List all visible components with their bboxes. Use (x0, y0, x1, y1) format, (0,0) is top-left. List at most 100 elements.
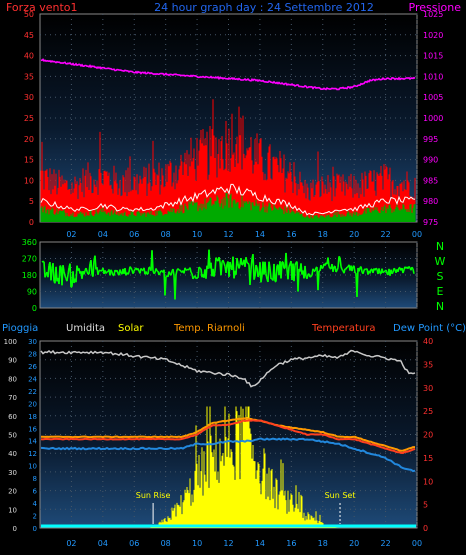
wind-direction-line (294, 262, 297, 266)
wind-direction-line (165, 275, 168, 278)
wind-direction-line (214, 257, 217, 271)
x-tick-label: 00 (412, 230, 422, 239)
wind-direction-line (337, 256, 340, 268)
wind-direction-line (265, 273, 268, 280)
y-humidity-tick-label: 0 (13, 525, 17, 533)
wind-direction-line (351, 266, 354, 272)
x-tick-label: 12 (223, 230, 233, 239)
wind-direction-line (195, 277, 198, 280)
y-direction-tick-label: 270 (22, 255, 37, 264)
wind-direction-line (198, 266, 201, 269)
y-left-tick-label: 15 (24, 156, 34, 165)
y-left-tick-label: 0 (29, 218, 34, 227)
wind-direction-line (336, 267, 339, 271)
wind-direction-line (164, 276, 167, 296)
y-humidity-tick-label: 100 (4, 338, 17, 346)
wind-direction-line (64, 275, 67, 279)
wind-direction-line (238, 264, 241, 269)
wind-direction-line (341, 269, 344, 272)
y-right-tick-label: 980 (423, 197, 438, 206)
wind-direction-line (340, 266, 343, 270)
wind-direction-line (264, 261, 267, 274)
wind-direction-line (177, 268, 180, 271)
wind-direction-line (94, 255, 97, 270)
wind-direction-line (192, 276, 195, 280)
wind-direction-line (130, 267, 133, 271)
y-humidity-tick-label: 30 (8, 469, 17, 477)
wind-direction-line (360, 266, 363, 272)
wind-direction-line (255, 264, 258, 268)
y-rain-tick-label: 22 (28, 388, 37, 396)
y-right-tick-label: 1000 (423, 114, 443, 123)
wind-direction-line (50, 268, 53, 281)
y-right-tick-label: 1020 (423, 31, 443, 40)
wind-direction-line (158, 272, 161, 276)
wind-direction-line (332, 266, 335, 272)
legend-temp-riarnoli: Temp. Riarnoli (173, 323, 245, 334)
wind-direction-line (273, 263, 276, 282)
wind-direction-line (358, 267, 361, 272)
wind-direction-line (220, 262, 223, 276)
wind-direction-line (215, 257, 218, 261)
wind-direction-line (345, 266, 348, 270)
y-humidity-tick-label: 10 (8, 506, 17, 514)
y-right-tick-label: 1005 (423, 93, 443, 102)
y-humidity-tick-label: 80 (8, 375, 17, 383)
y-rain-tick-label: 8 (33, 475, 37, 483)
wind-direction-line (309, 275, 312, 278)
y-right-tick-label: 990 (423, 156, 438, 165)
wind-direction-line (62, 265, 65, 272)
wind-direction-line (402, 269, 405, 274)
wind-direction-line (268, 261, 271, 269)
compass-label: N (436, 240, 444, 253)
wind-direction-line (159, 270, 162, 274)
wind-direction-line (297, 268, 300, 292)
wind-direction-line (170, 270, 173, 276)
x-tick-label: 02 (66, 539, 76, 548)
wind-direction-line (88, 263, 91, 275)
wind-direction-line (185, 268, 188, 272)
y-rain-tick-label: 16 (28, 425, 37, 433)
wind-direction-line (408, 266, 411, 269)
wind-average-line (40, 183, 416, 216)
wind-direction-line (269, 268, 272, 280)
wind-direction-line (43, 261, 46, 278)
wind-direction-line (44, 274, 47, 278)
wind-direction-line (69, 263, 72, 288)
y-rain-tick-label: 10 (28, 463, 37, 471)
y-rain-tick-label: 30 (28, 338, 37, 346)
wind-direction-line (63, 271, 66, 277)
wind-direction-line (175, 269, 178, 276)
x-tick-label: 16 (286, 539, 296, 548)
wind-direction-line (364, 268, 367, 271)
wind-direction-line (58, 265, 61, 285)
dewpoint-line (40, 437, 416, 473)
wind-direction-line (199, 267, 202, 270)
wind-direction-line (304, 265, 307, 277)
wind-direction-line (67, 267, 70, 276)
x-tick-label: 18 (318, 230, 328, 239)
sun-rise-label: Sun Rise (136, 491, 171, 500)
wind-direction-line (172, 268, 175, 276)
wind-direction-line (92, 260, 95, 277)
y-rain-tick-label: 20 (28, 400, 37, 408)
y-rain-tick-label: 24 (28, 375, 37, 383)
wind-direction-line (137, 268, 140, 272)
x-tick-label: 06 (129, 539, 139, 548)
wind-direction-line (222, 259, 225, 264)
wind-direction-line (310, 274, 313, 277)
wind-direction-line (132, 270, 135, 275)
wind-direction-line (174, 274, 177, 300)
wind-direction-line (362, 270, 365, 274)
temp-riarnoli-line (41, 417, 415, 452)
wind-direction-line (66, 274, 69, 282)
wind-direction-line (52, 263, 55, 282)
y-temp-tick-label: 40 (423, 337, 433, 346)
y-rain-tick-label: 6 (33, 488, 38, 496)
wind-direction-line (275, 265, 278, 282)
x-tick-label: 22 (380, 230, 390, 239)
wind-direction-line (287, 266, 290, 280)
wind-direction-line (314, 267, 317, 272)
